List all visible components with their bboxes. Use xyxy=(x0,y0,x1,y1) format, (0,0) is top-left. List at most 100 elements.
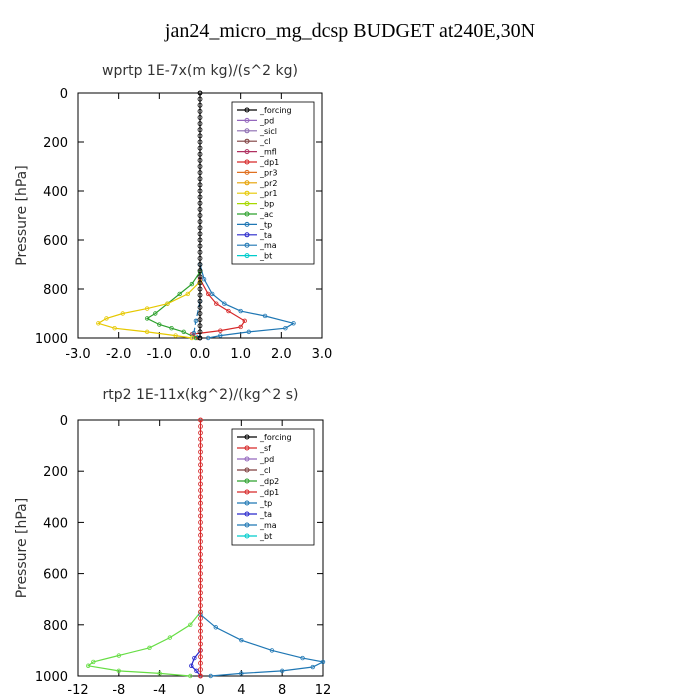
data-point xyxy=(188,622,193,627)
data-point xyxy=(153,311,158,316)
data-point xyxy=(197,219,203,225)
chart-panel-wpthlp: wpthlp 1E-4x(m K)/s^2Pressure [hPa]02004… xyxy=(350,55,700,365)
data-point xyxy=(167,635,173,640)
data-point xyxy=(197,200,203,206)
data-point xyxy=(239,671,244,676)
data-point xyxy=(198,609,203,615)
data-point xyxy=(201,276,207,282)
data-point xyxy=(197,286,203,292)
data-point xyxy=(198,532,203,538)
data-point xyxy=(291,321,296,326)
series-tp xyxy=(200,614,325,677)
data-point xyxy=(198,494,203,500)
data-point xyxy=(205,335,211,341)
data-point xyxy=(208,673,213,679)
x-tick-label: -12 xyxy=(67,683,88,698)
data-point xyxy=(197,157,203,163)
y-tick-label: 600 xyxy=(43,234,68,249)
data-point xyxy=(283,326,288,331)
data-point xyxy=(197,317,203,323)
data-point xyxy=(197,213,203,218)
data-point xyxy=(181,329,186,335)
data-point xyxy=(198,456,203,461)
legend-marker xyxy=(244,242,250,248)
y-tick-label: 600 xyxy=(43,568,68,583)
legend-label: _forcing xyxy=(259,106,292,115)
legend-marker xyxy=(244,467,250,473)
x-tick-label: 12 xyxy=(315,683,332,698)
legend-label: _ta xyxy=(259,231,272,240)
legend-marker xyxy=(244,533,250,539)
data-point xyxy=(197,329,203,335)
data-point xyxy=(226,308,231,314)
x-tick-label: -4 xyxy=(153,683,166,698)
data-point xyxy=(198,475,203,480)
data-point xyxy=(198,500,203,506)
legend-marker xyxy=(244,434,250,440)
y-tick-label: 200 xyxy=(43,465,68,480)
data-point xyxy=(198,590,203,596)
legend-marker xyxy=(244,169,250,175)
legend-label: _pd xyxy=(259,455,274,464)
y-tick-label: 0 xyxy=(60,414,68,429)
x-tick-label: 3.0 xyxy=(312,347,333,362)
data-point xyxy=(197,206,203,212)
data-point xyxy=(193,318,199,324)
data-point xyxy=(197,176,203,182)
y-tick-label: 400 xyxy=(43,185,68,200)
data-point xyxy=(198,488,203,493)
data-point xyxy=(197,262,203,267)
legend-label: _dp1 xyxy=(259,158,279,167)
legend-marker xyxy=(244,190,250,196)
series-ac xyxy=(145,271,201,339)
legend-label: _bp xyxy=(259,200,274,209)
data-point xyxy=(198,519,203,525)
legend-label: _cl xyxy=(259,137,271,146)
legend-label: _pd xyxy=(259,116,274,125)
data-point xyxy=(198,507,203,513)
data-point xyxy=(197,237,203,243)
data-point xyxy=(198,660,203,666)
data-point xyxy=(198,654,203,660)
data-point xyxy=(279,668,285,674)
data-point xyxy=(197,170,203,176)
data-point xyxy=(157,322,162,327)
data-point xyxy=(197,280,203,286)
y-axis-label: Pressure [hPa] xyxy=(14,165,30,265)
data-point xyxy=(198,443,203,448)
data-point xyxy=(198,571,203,577)
data-point xyxy=(238,308,243,314)
y-tick-label: 1000 xyxy=(35,670,68,685)
data-point xyxy=(197,255,203,261)
x-tick-label: -8 xyxy=(112,683,125,698)
figure-title: jan24_micro_mg_dcsp BUDGET at240E,30N xyxy=(164,20,536,42)
data-point xyxy=(177,291,182,297)
data-point xyxy=(165,301,170,306)
data-point xyxy=(197,298,203,304)
legend-label: _tp xyxy=(259,220,272,229)
data-point xyxy=(189,281,195,287)
data-point xyxy=(197,268,203,274)
data-point xyxy=(198,539,203,545)
data-point xyxy=(197,225,203,231)
data-point xyxy=(198,564,203,570)
chart-panel-rtp2: rtp2 1E-11x(kg^2)/(kg^2 s) Pressure [hPa]… xyxy=(14,387,332,698)
legend-marker xyxy=(244,522,250,528)
data-point xyxy=(320,659,326,665)
legend-label: _pr2 xyxy=(259,179,277,188)
series-pr1 xyxy=(96,281,201,339)
data-point xyxy=(197,151,203,157)
y-axis-label: Pressure [hPa] xyxy=(14,498,30,598)
legend-marker xyxy=(244,500,250,506)
data-point xyxy=(198,577,203,583)
x-tick-label: -1.0 xyxy=(147,347,172,362)
data-point xyxy=(197,304,203,310)
panel-title: rtp2 1E-11x(kg^2)/(kg^2 s) xyxy=(103,387,299,403)
data-point xyxy=(198,462,203,468)
legend-label: _bt xyxy=(259,532,272,541)
y-tick-label: 0 xyxy=(60,87,68,102)
data-point xyxy=(198,603,203,609)
x-tick-label: -2.0 xyxy=(106,347,131,362)
data-point xyxy=(147,645,152,651)
data-point xyxy=(198,551,203,557)
